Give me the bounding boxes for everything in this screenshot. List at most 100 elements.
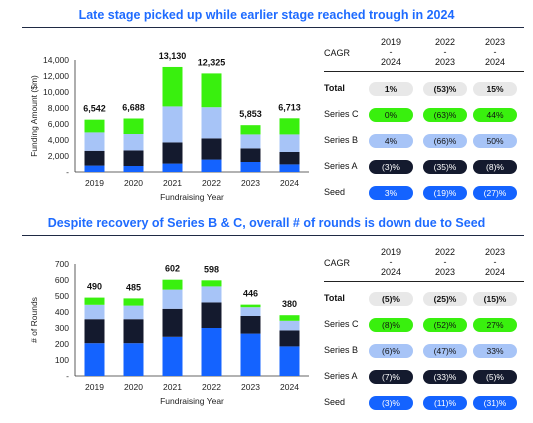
x-axis-title: Fundraising Year xyxy=(160,396,224,406)
cagr-value-pill: (25)% xyxy=(423,292,467,306)
y-tick-label: 12,000 xyxy=(43,71,69,81)
cagr-value-pill: 0% xyxy=(369,108,413,122)
y-tick-label: 500 xyxy=(55,291,69,301)
bar-segment-series-a xyxy=(84,150,105,166)
bar-total-label: 485 xyxy=(126,282,141,292)
bar-segment-series-b xyxy=(201,286,222,303)
bar-segment-seed xyxy=(162,163,183,172)
bar-total-label: 5,853 xyxy=(239,109,262,119)
bar-segment-series-c xyxy=(84,297,105,305)
cagr-value-pill: (5)% xyxy=(369,292,413,306)
bar-segment-series-c xyxy=(162,279,183,290)
bar-segment-seed xyxy=(240,162,261,172)
x-tick-label: 2019 xyxy=(85,382,104,392)
x-tick-label: 2022 xyxy=(202,382,221,392)
bar-segment-series-a xyxy=(123,319,144,344)
cagr-value-pill: (33)% xyxy=(423,370,467,384)
bar-segment-series-c xyxy=(240,304,261,308)
bar-total-label: 598 xyxy=(204,264,219,274)
bar-segment-series-b xyxy=(201,107,222,139)
bar-segment-seed xyxy=(201,159,222,172)
y-tick-label: 2,000 xyxy=(48,151,70,161)
y-tick-label: 100 xyxy=(55,355,69,365)
x-axis-title: Fundraising Year xyxy=(160,192,224,202)
cagr-value-pill: (53)% xyxy=(423,82,467,96)
bar-segment-series-a xyxy=(201,302,222,328)
cagr-header-to: 2024 xyxy=(380,57,402,67)
cagr-row-label: Series A xyxy=(324,161,358,171)
cagr-value-pill: (3)% xyxy=(369,160,413,174)
bar-segment-seed xyxy=(279,164,300,172)
cagr-value-pill: (8)% xyxy=(473,160,517,174)
x-tick-label: 2021 xyxy=(163,382,182,392)
bar-segment-series-a xyxy=(162,142,183,164)
bar-segment-series-c xyxy=(201,280,222,287)
bar-segment-series-c xyxy=(279,118,300,135)
bar-total-label: 490 xyxy=(87,282,102,292)
y-tick-label: 300 xyxy=(55,323,69,333)
cagr-header-from: 2019 xyxy=(380,247,402,257)
cagr-value-pill: (7)% xyxy=(369,370,413,384)
bar-segment-series-c xyxy=(279,315,300,321)
cagr-value-pill: (11)% xyxy=(423,396,467,410)
cagr-header-dash: - xyxy=(443,257,447,267)
cagr-header-to: 2023 xyxy=(434,57,456,67)
bar-total-label: 380 xyxy=(282,299,297,309)
cagr-header-to: 2024 xyxy=(484,267,506,277)
y-tick-label: 600 xyxy=(55,275,69,285)
cagr-header-from: 2023 xyxy=(484,37,506,47)
bar-segment-series-b xyxy=(279,134,300,152)
cagr-value-pill: (35)% xyxy=(423,160,467,174)
cagr-header-from: 2019 xyxy=(380,37,402,47)
x-tick-label: 2023 xyxy=(241,382,260,392)
bar-total-label: 602 xyxy=(165,264,180,274)
bar-total-label: 6,713 xyxy=(278,102,301,112)
y-tick-label: - xyxy=(66,167,69,177)
cagr-value-pill: (19)% xyxy=(423,186,467,200)
cagr-value-pill: 44% xyxy=(473,108,517,122)
cagr-value-pill: (27)% xyxy=(473,186,517,200)
bar-segment-seed xyxy=(84,165,105,172)
cagr-value-pill: 33% xyxy=(473,344,517,358)
bar-segment-seed xyxy=(123,343,144,376)
cagr-value-pill: (6)% xyxy=(369,344,413,358)
bar-segment-series-b xyxy=(123,305,144,320)
bar-segment-series-a xyxy=(240,316,261,334)
bar-segment-series-a xyxy=(201,138,222,160)
cagr-value-pill: 27% xyxy=(473,318,517,332)
x-tick-label: 2024 xyxy=(280,178,299,188)
cagr-row-label: Series C xyxy=(324,109,359,119)
bar-segment-seed xyxy=(279,346,300,376)
x-tick-label: 2020 xyxy=(124,382,143,392)
cagr-row-label: Total xyxy=(324,293,345,303)
bar-segment-series-a xyxy=(162,308,183,337)
bar-segment-series-a xyxy=(279,152,300,165)
chart-2-rule xyxy=(22,235,524,236)
cagr-value-pill: (15)% xyxy=(473,292,517,306)
x-tick-label: 2022 xyxy=(202,178,221,188)
x-tick-label: 2023 xyxy=(241,178,260,188)
x-tick-label: 2021 xyxy=(163,178,182,188)
cagr-header-to: 2024 xyxy=(484,57,506,67)
cagr-value-pill: (63)% xyxy=(423,108,467,122)
cagr-value-pill: (3)% xyxy=(369,396,413,410)
bar-segment-series-c xyxy=(84,119,105,133)
bar-segment-seed xyxy=(162,336,183,376)
cagr-value-pill: 15% xyxy=(473,82,517,96)
cagr-row-label: Seed xyxy=(324,187,346,197)
x-tick-label: 2020 xyxy=(124,178,143,188)
y-axis-title: # of Rounds xyxy=(29,297,39,343)
bar-segment-series-b xyxy=(162,289,183,309)
table-divider xyxy=(324,71,524,72)
cagr-value-pill: 3% xyxy=(369,186,413,200)
cagr-header-dash: - xyxy=(389,257,393,267)
bar-segment-series-a xyxy=(84,319,105,344)
y-tick-label: 14,000 xyxy=(43,55,69,65)
cagr-row-label: Series B xyxy=(324,135,359,145)
cagr-value-pill: 4% xyxy=(369,134,413,148)
y-tick-label: 400 xyxy=(55,307,69,317)
cagr-header-dash: - xyxy=(443,47,447,57)
bar-segment-series-b xyxy=(162,106,183,143)
y-tick-label: 6,000 xyxy=(48,119,70,129)
bar-segment-series-b xyxy=(84,304,105,320)
